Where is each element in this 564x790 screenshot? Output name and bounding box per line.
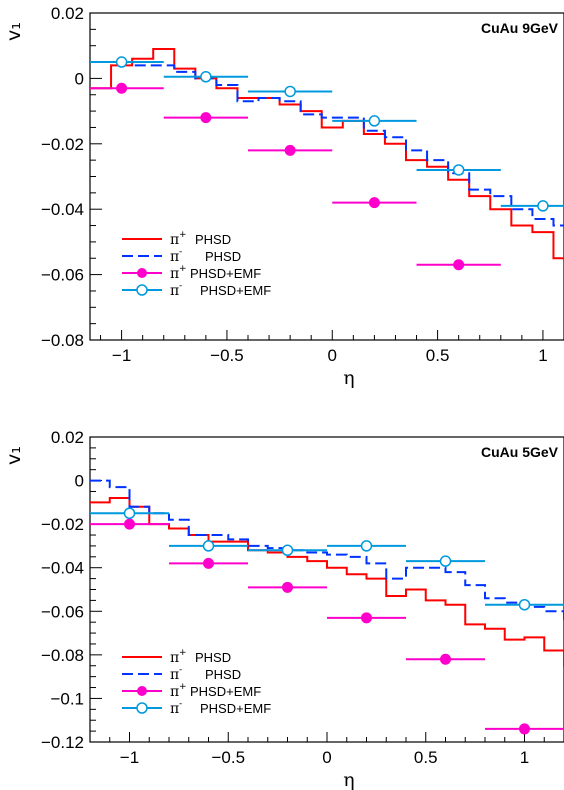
pi-minus-emf-point [360, 540, 373, 552]
chart-panel-5gev: −1 −0.5 0 0.5 1 η 0.02 0 −0.02 −0.04 −0.06 −0.08 −0.… [3, 428, 564, 790]
legend-charge: + [179, 648, 187, 658]
pi-plus-emf-point [440, 653, 451, 665]
pi-minus-emf-point [518, 599, 531, 611]
legend-particle: π [170, 701, 179, 717]
pi-plus-emf-point [368, 197, 380, 209]
pi-minus-emf-point [200, 71, 212, 83]
legend-label: PHSD [205, 667, 241, 682]
pi-plus-emf-point [519, 723, 530, 735]
pi-minus-phsd-line [90, 479, 564, 624]
x-axis: −1 −0.5 0 0.5 1 η [100, 330, 564, 389]
legend-label: PHSD+EMF [190, 684, 261, 699]
pi-plus-emf-point [284, 144, 296, 156]
legend-swatch-marker [137, 268, 147, 278]
legend-charge: + [179, 682, 187, 692]
x-axis: −1 −0.5 0 0.5 1 η [109, 732, 564, 790]
plot-frame [89, 436, 564, 743]
legend-particle: π [170, 232, 179, 248]
pi-plus-phsd-line [90, 497, 564, 667]
chart-panel-9gev: −1 −0.5 0 0.5 1 η 0.02 0 −0.02 −0.04 −0.06 −0.08 v₁ C… [3, 4, 564, 389]
legend-label: PHSD+EMF [190, 266, 261, 281]
y-tick-label: −0.02 [41, 135, 84, 154]
y-tick-label: −0.06 [41, 266, 84, 285]
pi-minus-emf-point [202, 540, 215, 552]
legend-charge: + [179, 230, 187, 240]
y-tick-label: 0 [75, 69, 84, 88]
legend-label: PHSD [195, 232, 231, 247]
y-tick-label: −0.08 [41, 646, 84, 665]
y-axis: 0.02 0 −0.02 −0.04 −0.06 −0.08 v₁ [3, 4, 102, 350]
y-tick-label: 0.02 [51, 428, 84, 447]
legend-particle: π [170, 667, 179, 683]
y-tick-label: −0.12 [41, 733, 84, 752]
x-tick-label: 0 [322, 748, 331, 767]
legend-charge: - [179, 665, 182, 675]
series-group [90, 479, 564, 735]
pi-plus-emf-point [453, 259, 465, 271]
pi-minus-emf-point [123, 507, 136, 519]
legend-swatch-marker [137, 686, 147, 696]
series-group [90, 47, 564, 271]
chart-title: CuAu 9GeV [481, 20, 559, 36]
legend-particle: π [170, 650, 179, 666]
pi-plus-emf-point [124, 518, 135, 530]
x-tick-label: 0.5 [426, 346, 450, 365]
x-tick-label: 0.5 [414, 748, 438, 767]
legend-charge: - [179, 247, 182, 257]
legend-charge: + [179, 264, 187, 274]
legend-charge: - [179, 699, 182, 709]
pi-minus-emf-point [368, 115, 381, 127]
pi-minus-emf-point [115, 56, 128, 68]
x-tick-label: 1 [538, 346, 547, 365]
legend-particle: π [170, 684, 179, 700]
pi-plus-emf-point [203, 557, 214, 569]
pi-plus-emf-point [200, 112, 212, 124]
y-tick-label: 0.02 [51, 4, 84, 23]
legend-particle: π [170, 266, 179, 282]
y-axis-label: v₁ [3, 22, 25, 41]
x-tick-label: −1 [112, 346, 131, 365]
y-tick-label: −0.04 [41, 559, 84, 578]
legend-particle: π [170, 283, 179, 299]
x-axis-label: η [343, 367, 354, 389]
y-tick-label: −0.04 [41, 200, 84, 219]
x-tick-label: −0.5 [210, 346, 244, 365]
legend-particle: π [170, 249, 179, 265]
legend-label: PHSD [205, 249, 241, 264]
legend-charge: - [179, 281, 182, 291]
x-tick-label: 1 [520, 748, 529, 767]
legend-label: PHSD+EMF [200, 701, 271, 716]
x-axis-label: η [343, 769, 354, 790]
legend-label: PHSD [195, 650, 231, 665]
pi-plus-emf-point [282, 581, 293, 593]
x-tick-label: −0.5 [211, 748, 245, 767]
y-axis-label: v₁ [3, 446, 25, 465]
chart-title: CuAu 5GeV [481, 444, 559, 460]
pi-minus-emf-point [439, 555, 452, 567]
y-tick-label: 0 [75, 472, 84, 491]
legend-label: PHSD+EMF [200, 283, 271, 298]
pi-plus-emf-point [361, 612, 372, 624]
y-tick-label: −0.06 [41, 602, 84, 621]
x-tick-label: −1 [120, 748, 139, 767]
pi-plus-phsd-line [90, 47, 564, 260]
legend-swatch-marker [136, 284, 148, 296]
pi-plus-emf-point [116, 82, 128, 94]
x-tick-label: 0 [328, 346, 337, 365]
y-tick-label: −0.08 [41, 331, 84, 350]
legend-swatch-marker [136, 702, 148, 714]
y-axis: 0.02 0 −0.02 −0.04 −0.06 −0.08 −0.1 −0.12 v₁ [3, 428, 102, 752]
pi-minus-emf-point [537, 200, 549, 212]
pi-minus-emf-point [452, 164, 465, 176]
y-tick-label: −0.1 [50, 689, 84, 708]
y-tick-label: −0.02 [41, 515, 84, 534]
pi-minus-emf-point [281, 544, 294, 557]
pi-minus-emf-point [284, 85, 296, 98]
